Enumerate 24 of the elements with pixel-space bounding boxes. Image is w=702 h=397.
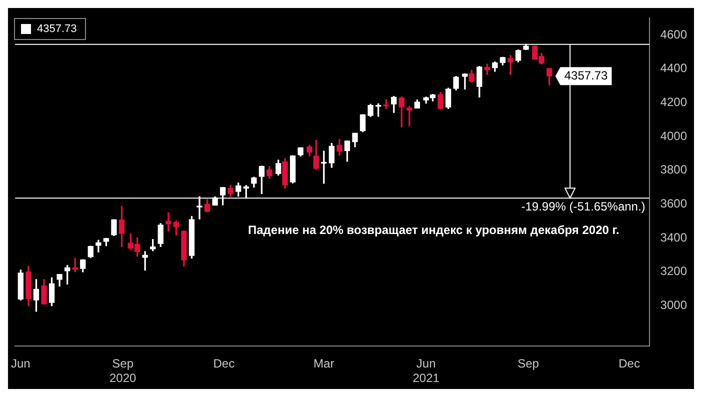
- y-tick-label: 4600: [660, 27, 688, 42]
- x-tick-label: Mar: [314, 356, 334, 371]
- y-tick-label: 3400: [660, 230, 688, 244]
- ref-line-label: -19.99% (-51.65%ann.): [521, 199, 646, 214]
- annotation: 4357.73: [37, 23, 77, 35]
- annotation: Падение на 20% возвращает индекс к уровням декабря 2020 г.: [248, 223, 620, 238]
- y-tick-label: 3600: [660, 196, 688, 210]
- candlestick: [383, 99, 389, 110]
- y-tick-label: 4400: [660, 61, 688, 76]
- y-tick-label: 3000: [660, 298, 688, 312]
- candlestick: [142, 251, 148, 271]
- x-tick-label: Sep: [518, 356, 540, 371]
- x-tick-label: Sep 2020: [110, 356, 137, 386]
- y-tick-label: 3200: [660, 264, 688, 278]
- x-tick-label: Dec: [618, 356, 640, 371]
- x-tick-label: Jun 2021: [412, 356, 440, 386]
- x-tick-label: Jun: [10, 356, 30, 371]
- y-tick-label: 3800: [660, 162, 688, 177]
- x-tick-label: Dec: [213, 356, 235, 371]
- candlestick: [462, 73, 468, 90]
- y-tick-label: 4200: [660, 95, 688, 110]
- y-tick-label: 4000: [660, 128, 688, 143]
- annotation: 4357.73: [564, 68, 608, 82]
- candlestick: [508, 55, 514, 75]
